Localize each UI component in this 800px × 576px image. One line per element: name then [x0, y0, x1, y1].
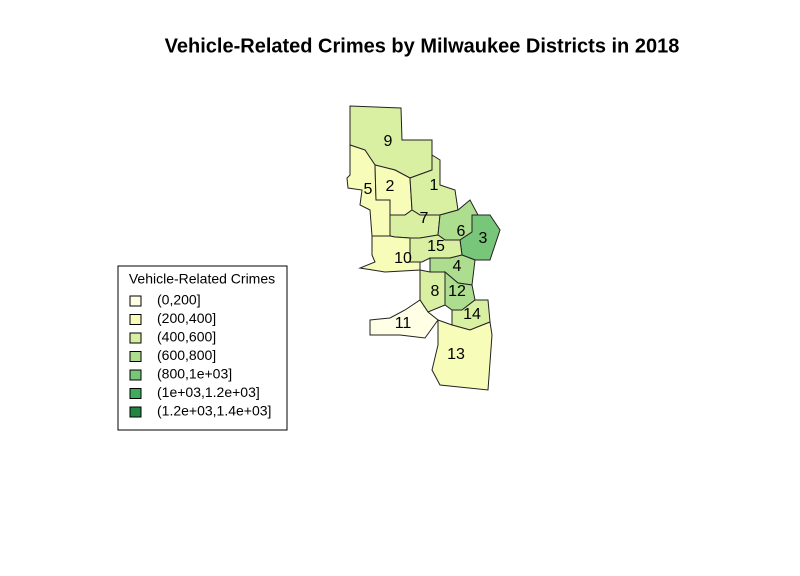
district-label: 5 [364, 181, 373, 198]
legend-swatch [129, 388, 142, 399]
district-area [431, 319, 493, 391]
legend-label: (400,600] [157, 329, 216, 345]
district-labels: 9 5 2 1 7 6 3 15 10 4 8 12 14 11 13 [364, 133, 488, 363]
district-label: 7 [420, 210, 429, 227]
legend-label: (600,800] [157, 347, 216, 363]
map-title: Vehicle-Related Crimes by Milwaukee Dist… [165, 35, 680, 57]
district-label: 6 [457, 223, 466, 240]
legend-label: (1e+03,1.2e+03] [157, 384, 260, 400]
legend-label: (1.2e+03,1.4e+03] [157, 403, 271, 419]
legend-box [117, 265, 288, 431]
legend-label: (200,400] [157, 310, 216, 326]
legend-swatch [129, 351, 142, 362]
legend: Vehicle-Related Crimes (0,200] (200,400] (… [117, 265, 288, 431]
legend-swatch [129, 369, 142, 381]
districts [346, 105, 501, 391]
district-label: 3 [479, 230, 488, 247]
district-label: 8 [431, 283, 440, 300]
district-label: 9 [384, 133, 393, 150]
legend-swatch [129, 332, 142, 344]
district-area [358, 235, 421, 273]
district-label: 12 [448, 283, 466, 300]
district-label: 11 [395, 315, 412, 332]
district-label: 10 [394, 250, 412, 267]
legend-label: (0,200] [157, 292, 201, 308]
legend-swatch [129, 295, 142, 307]
legend-swatch [129, 314, 142, 325]
district-label: 1 [430, 177, 439, 194]
district-label: 15 [427, 238, 445, 255]
legend-swatch [129, 406, 142, 418]
district-label: 14 [463, 306, 481, 323]
district-area [369, 299, 439, 339]
district-label: 2 [386, 178, 395, 195]
district-label: 4 [453, 258, 462, 275]
district-label: 13 [447, 346, 465, 363]
legend-title: Vehicle-Related Crimes [129, 271, 275, 287]
legend-label: (800,1e+03] [157, 366, 232, 382]
